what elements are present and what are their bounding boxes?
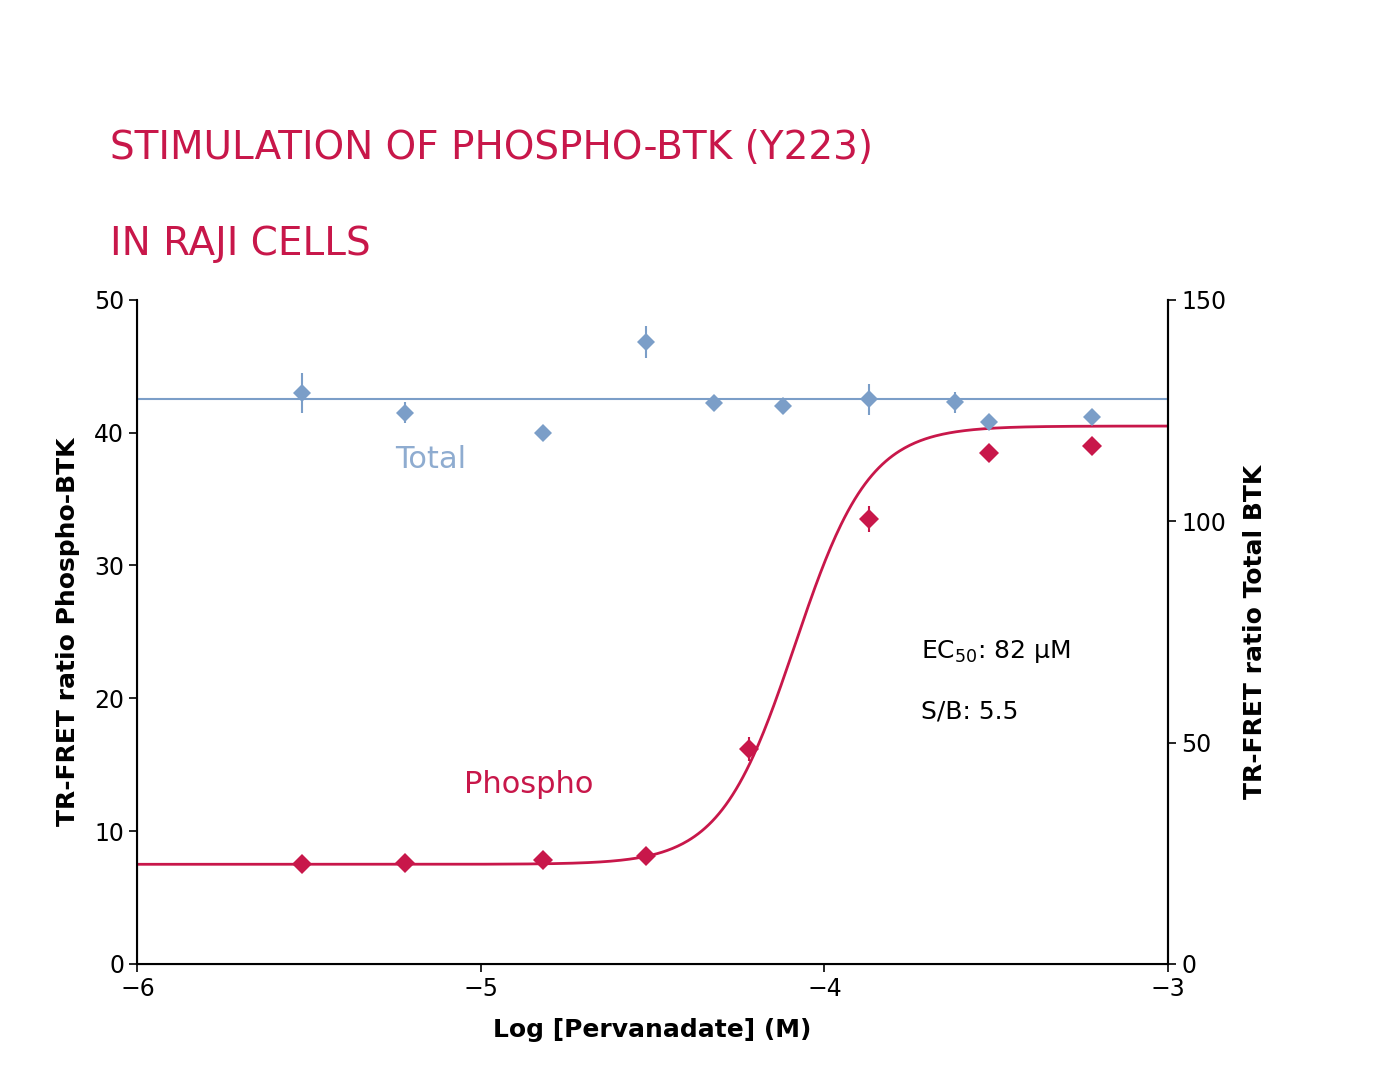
Text: EC$_{50}$: 82 μM: EC$_{50}$: 82 μM (921, 638, 1070, 665)
Text: Phospho: Phospho (464, 770, 594, 799)
Y-axis label: TR-FRET ratio Phospho-BTK: TR-FRET ratio Phospho-BTK (56, 438, 80, 826)
Text: S/B: 5.5: S/B: 5.5 (921, 699, 1018, 724)
Text: Total: Total (396, 444, 466, 473)
Text: IN RAJI CELLS: IN RAJI CELLS (110, 225, 371, 262)
Y-axis label: TR-FRET ratio Total BTK: TR-FRET ratio Total BTK (1243, 465, 1267, 799)
Text: STIMULATION OF PHOSPHO-BTK (Y223): STIMULATION OF PHOSPHO-BTK (Y223) (110, 129, 872, 166)
X-axis label: Log [Pervanadate] (M): Log [Pervanadate] (M) (493, 1017, 812, 1042)
